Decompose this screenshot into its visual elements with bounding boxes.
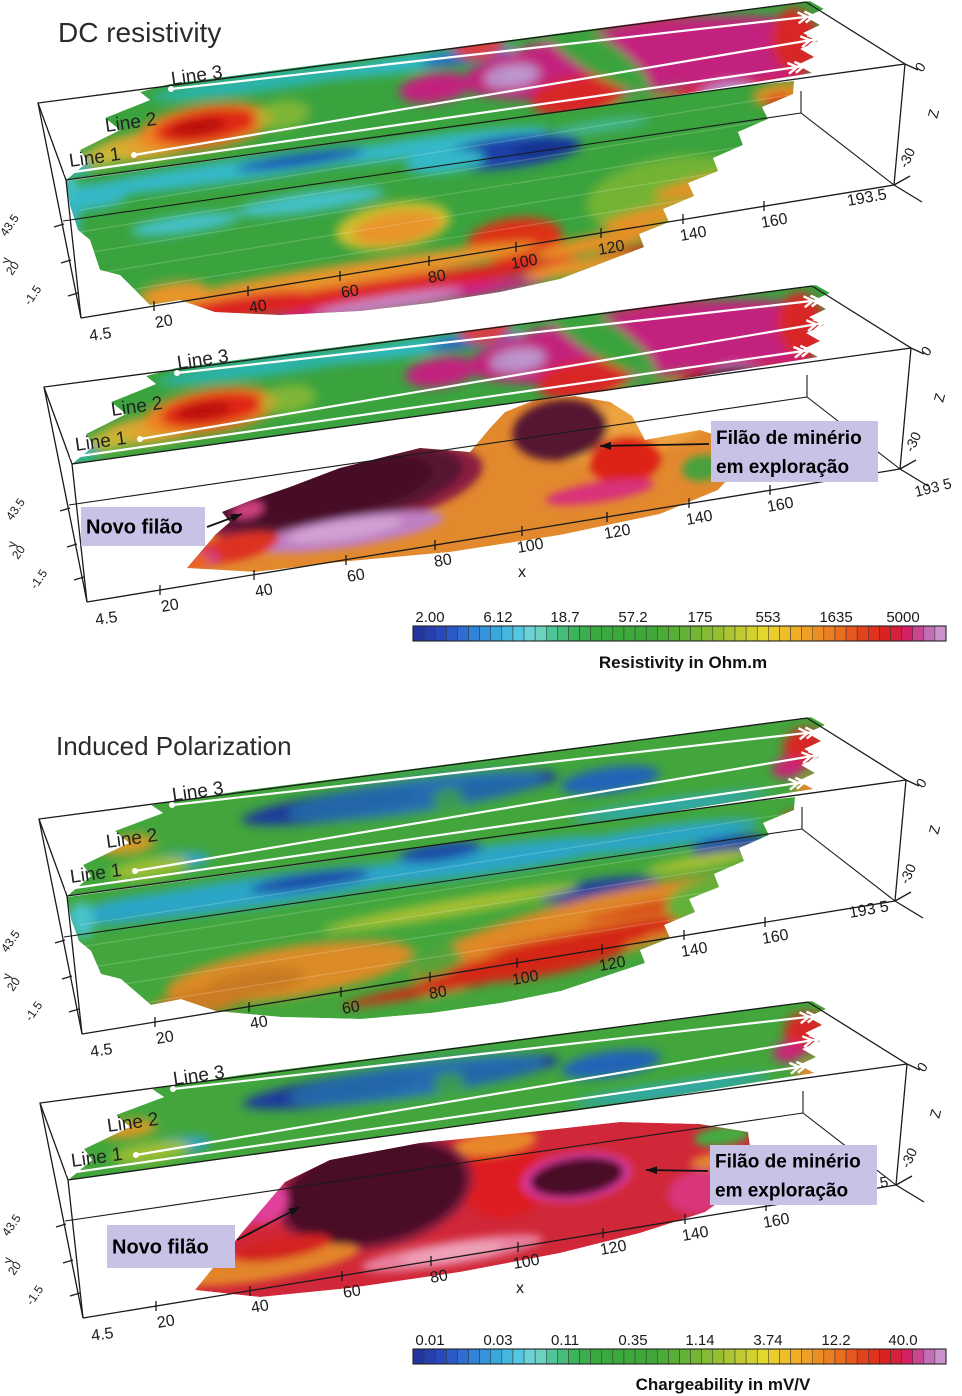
svg-text:1635: 1635 <box>819 609 852 626</box>
svg-text:57.2: 57.2 <box>618 609 647 626</box>
svg-text:Filão de minério: Filão de minério <box>715 1152 861 1173</box>
svg-text:Chargeability in mV/V: Chargeability in mV/V <box>636 1375 811 1394</box>
svg-text:175: 175 <box>687 609 712 626</box>
svg-text:12.2: 12.2 <box>821 1332 850 1349</box>
svg-text:0.03: 0.03 <box>483 1332 512 1349</box>
svg-text:Induced Polarization: Induced Polarization <box>56 731 292 761</box>
svg-text:1.14: 1.14 <box>685 1332 714 1349</box>
svg-text:2.00: 2.00 <box>415 609 444 626</box>
svg-text:em exploração: em exploração <box>715 1181 848 1202</box>
svg-text:Filão de minério: Filão de minério <box>716 428 862 449</box>
svg-text:6.12: 6.12 <box>483 609 512 626</box>
svg-text:3.74: 3.74 <box>753 1332 782 1349</box>
svg-text:193.5: 193.5 <box>846 186 888 210</box>
svg-text:x: x <box>516 1280 524 1297</box>
svg-text:5000: 5000 <box>886 609 919 626</box>
svg-text:Resistivity in Ohm.m: Resistivity in Ohm.m <box>599 653 767 672</box>
svg-text:DC resistivity: DC resistivity <box>58 17 221 48</box>
svg-text:193 5: 193 5 <box>848 898 890 922</box>
svg-text:em exploração: em exploração <box>716 457 849 478</box>
svg-text:Novo filão: Novo filão <box>86 517 183 539</box>
svg-text:18.7: 18.7 <box>550 609 579 626</box>
svg-text:Novo filão: Novo filão <box>112 1237 209 1259</box>
svg-text:0.01: 0.01 <box>415 1332 444 1349</box>
svg-text:0.35: 0.35 <box>618 1332 647 1349</box>
svg-text:0.11: 0.11 <box>551 1332 579 1349</box>
svg-text:x: x <box>518 564 526 581</box>
svg-text:553: 553 <box>755 609 780 626</box>
svg-text:40.0: 40.0 <box>888 1332 917 1349</box>
